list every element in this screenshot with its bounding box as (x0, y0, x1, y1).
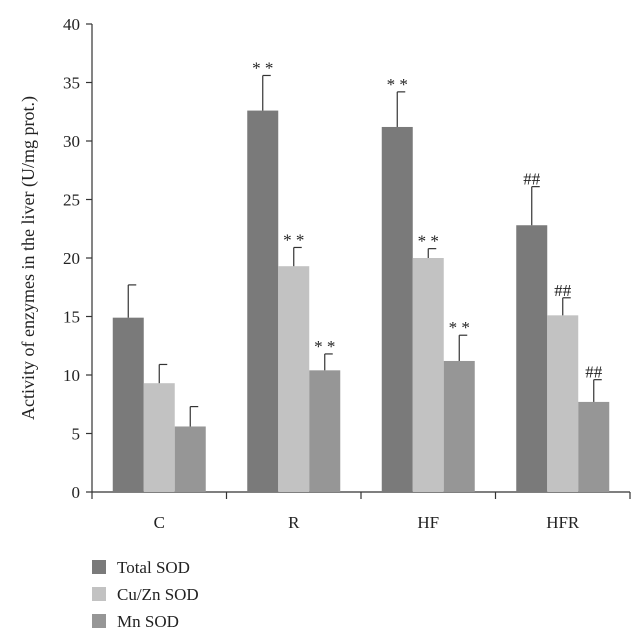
bar (174, 426, 206, 492)
legend-label: Total SOD (117, 558, 190, 577)
legend-swatch (92, 587, 106, 601)
y-axis: 0 5 10 15 20 25 30 35 40 (63, 15, 93, 502)
bar (547, 315, 579, 492)
bar (247, 110, 279, 492)
legend-swatch (92, 560, 106, 574)
legend-label: Mn SOD (117, 612, 179, 631)
significance-label: * * (387, 75, 408, 94)
y-tick-label: 25 (63, 191, 80, 210)
bars-layer (112, 74, 610, 493)
significance-label: * * (449, 318, 470, 337)
x-tick-label: R (288, 513, 300, 532)
y-axis-title: Activity of enzymes in the liver (U/mg p… (18, 96, 39, 420)
significance-label: ## (523, 170, 541, 189)
y-tick-label: 30 (63, 132, 80, 151)
bar (578, 401, 610, 492)
legend-label: Cu/Zn SOD (117, 585, 199, 604)
significance-label: * * (252, 58, 273, 77)
significance-label: ## (585, 363, 603, 382)
annotations-layer: * * * * ## * * * * ## * * * * ## (252, 58, 603, 381)
bar (143, 383, 175, 492)
x-tick-label: C (154, 513, 165, 532)
y-tick-label: 35 (63, 74, 80, 93)
legend: Total SOD Cu/Zn SOD Mn SOD (92, 558, 199, 631)
significance-label: * * (283, 230, 304, 249)
significance-label: * * (418, 232, 439, 251)
y-tick-label: 20 (63, 249, 80, 268)
legend-swatch (92, 614, 106, 628)
y-tick-label: 15 (63, 308, 80, 327)
significance-label: ## (554, 281, 572, 300)
y-tick-label: 10 (63, 366, 80, 385)
y-tick-label: 0 (72, 483, 81, 502)
bar (516, 225, 548, 493)
y-tick-label: 5 (72, 425, 81, 444)
y-tick-label: 40 (63, 15, 80, 34)
significance-label: * * (314, 337, 335, 356)
x-tick-label: HF (417, 513, 439, 532)
bar (112, 317, 144, 492)
bar (309, 370, 341, 492)
bar (412, 258, 444, 492)
x-axis: C R HF HFR (91, 491, 631, 532)
bar (443, 360, 475, 492)
bar (381, 126, 413, 493)
x-tick-label: HFR (546, 513, 580, 532)
bar (278, 266, 310, 492)
